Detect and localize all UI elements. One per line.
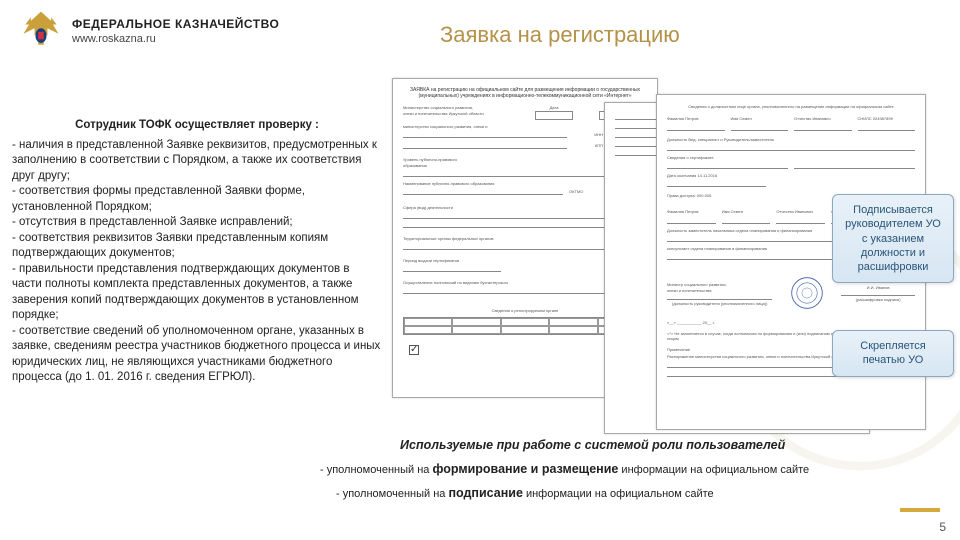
check-item: - соответствие сведений об уполномоченно…: [12, 324, 382, 386]
check-item: - отсутствия в представленной Заявке исп…: [12, 215, 382, 231]
page-number: 5: [939, 520, 946, 534]
page-title: Заявка на регистрацию: [440, 22, 680, 48]
role-line-1: - уполномоченный на формирование и разме…: [320, 462, 809, 476]
left-panel: Сотрудник ТОФК осуществляет проверку : -…: [12, 118, 382, 386]
check-item: - наличия в представленной Заявке реквиз…: [12, 138, 382, 185]
roles-header: Используемые при работе с системой роли …: [400, 438, 785, 452]
callout-signature: Подписывается руководителем УО с указани…: [832, 194, 954, 283]
check-item: - правильности представления подтверждаю…: [12, 262, 382, 324]
org-url: www.roskazna.ru: [72, 33, 279, 45]
role-line-2: - уполномоченный на подписание информаци…: [336, 486, 714, 500]
check-item: - соответствия реквизитов Заявки предста…: [12, 231, 382, 262]
check-item: - соответствия формы представленной Заяв…: [12, 184, 382, 215]
left-panel-header: Сотрудник ТОФК осуществляет проверку :: [12, 118, 382, 134]
callout-seal: Скрепляется печатью УО: [832, 330, 954, 377]
accent-bar: [900, 508, 940, 512]
checkbox-icon: [409, 345, 419, 355]
emblem-icon: [18, 8, 64, 54]
doc-title: ЗАЯВКА на регистрацию на официальном сай…: [403, 87, 647, 100]
org-name: ФЕДЕРАЛЬНОЕ КАЗНАЧЕЙСТВО: [72, 17, 279, 31]
stamp-icon: [790, 276, 824, 310]
